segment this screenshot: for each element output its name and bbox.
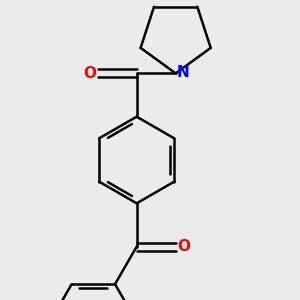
Text: O: O (83, 66, 96, 81)
Text: N: N (176, 65, 189, 80)
Text: O: O (177, 239, 190, 254)
